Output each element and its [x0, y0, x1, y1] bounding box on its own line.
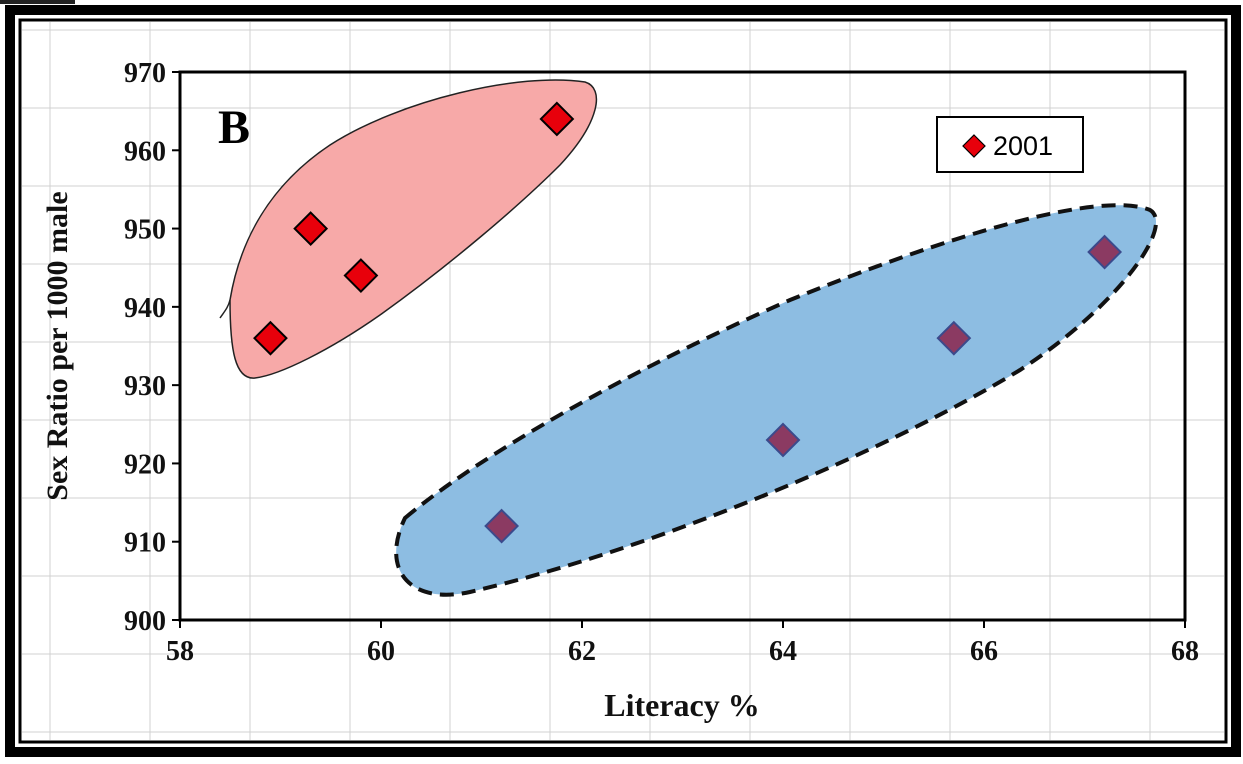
data-point-diamond [936, 320, 972, 356]
red-cluster-tail [219, 299, 231, 319]
cluster-regions [219, 79, 1158, 597]
data-point-diamond [539, 101, 575, 137]
legend-label: 2001 [993, 131, 1053, 161]
x-tick-label: 66 [970, 636, 998, 667]
data-point-diamond [765, 422, 801, 458]
plot-area [178, 70, 1187, 622]
y-axis-label: Sex Ratio per 1000 male [41, 191, 74, 500]
panel-label: B [218, 101, 250, 154]
x-tick-label: 62 [568, 636, 596, 667]
data-point-diamond [253, 320, 288, 356]
data-point-diamond [343, 258, 379, 293]
red-cluster-region [229, 79, 598, 379]
y-tick-label: 930 [124, 371, 166, 402]
legend-box [936, 116, 1084, 173]
y-tick-label: 960 [124, 136, 166, 167]
corner-mark [0, 0, 75, 4]
blue-cluster-region [394, 203, 1158, 597]
y-tick-label: 970 [124, 58, 166, 89]
outer-frame-shadow [5, 5, 1241, 757]
x-axis-label: Literacy % [604, 687, 760, 723]
x-tick-label: 60 [367, 636, 395, 667]
data-markers [253, 101, 1123, 544]
data-point-diamond [1087, 234, 1123, 270]
y-tick-label: 910 [124, 528, 166, 559]
legend-marker-diamond [962, 134, 986, 158]
y-tick-label: 900 [124, 606, 166, 637]
x-tick-label: 58 [166, 636, 194, 667]
y-tick-label: 920 [124, 449, 166, 480]
x-tick-label: 64 [769, 636, 797, 667]
axes: 58 60 62 64 66 68 900 910 920 930 940 950 960 970 [124, 58, 1199, 667]
data-point-diamond [293, 211, 329, 246]
data-point-diamond [484, 508, 520, 544]
plot-frame [178, 70, 1187, 622]
y-tick-label: 940 [124, 293, 166, 324]
y-tick-label: 950 [124, 215, 166, 246]
x-tick-label: 68 [1171, 636, 1199, 667]
legend: 2001 [936, 116, 1084, 173]
